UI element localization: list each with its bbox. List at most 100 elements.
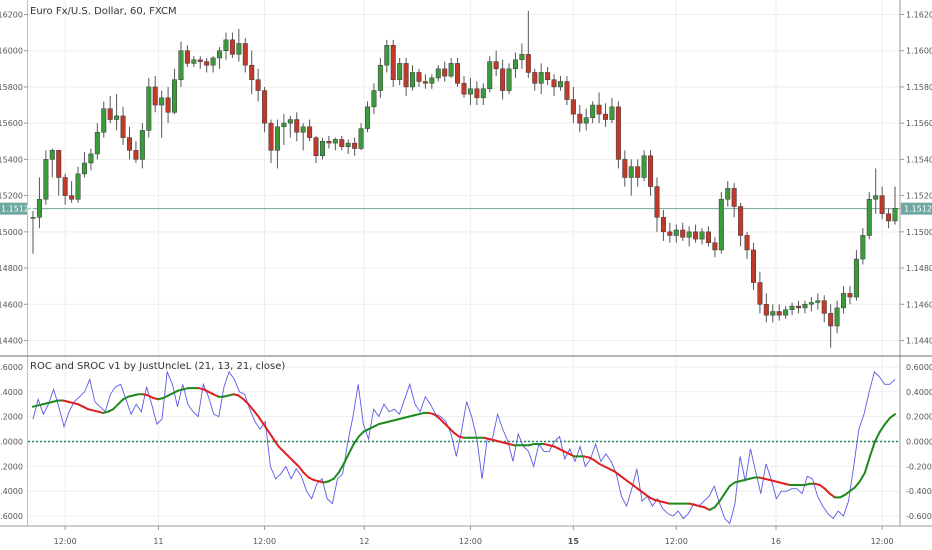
candle-body — [718, 198, 724, 251]
x-tick-label: 12:00 — [665, 537, 688, 546]
sroc-segment — [618, 474, 626, 480]
candle-body — [101, 108, 107, 133]
candle-body — [172, 79, 178, 113]
sroc-segment — [242, 398, 250, 406]
candle-body — [88, 153, 94, 164]
x-tick-label: 12 — [359, 537, 369, 546]
sroc-segment — [848, 486, 856, 493]
candle-body — [319, 141, 325, 157]
sroc-segment — [878, 423, 886, 433]
candle-body — [660, 217, 666, 233]
sroc-segment — [332, 471, 340, 480]
sroc-segment — [447, 426, 455, 434]
candle-body — [410, 72, 416, 88]
candle-body — [94, 131, 100, 155]
candle-body — [879, 195, 885, 214]
sroc-segment — [823, 487, 831, 495]
candle-body — [332, 139, 338, 144]
price-tick-label-left: 1.16000 — [0, 47, 23, 56]
candle-body — [197, 59, 203, 62]
candle-body — [461, 83, 467, 95]
candle-body — [821, 300, 827, 314]
sroc-segment — [282, 450, 290, 458]
candle-body — [480, 88, 486, 99]
price-tick-label-right: 1.15600 — [906, 119, 932, 128]
candle-body — [300, 126, 306, 133]
sroc-segment — [728, 481, 736, 488]
candle-body — [442, 68, 448, 77]
candle-body — [287, 119, 293, 124]
sroc-segment — [292, 460, 300, 468]
candle-body — [609, 106, 615, 120]
candle-body — [30, 217, 36, 219]
sroc-segment — [628, 481, 636, 488]
candle-body — [223, 39, 229, 51]
candle-body — [500, 68, 506, 91]
indicator-tick-label-left: -0.4000 — [0, 487, 23, 496]
candle-body — [680, 229, 686, 238]
candle-body — [866, 198, 872, 236]
candle-body — [43, 159, 49, 200]
candle-body — [834, 307, 840, 327]
indicator-tick-label-left: 0.0000 — [0, 438, 23, 447]
indicator-tick-label-left: -0.2000 — [0, 462, 23, 471]
candle-body — [886, 213, 892, 222]
candle-body — [648, 155, 654, 187]
candle-body — [815, 300, 821, 303]
price-tick-label-left: 1.14800 — [0, 264, 23, 273]
price-tick-label-right: 1.15800 — [906, 83, 932, 92]
candle-body — [377, 64, 383, 91]
candles-layer — [30, 10, 898, 348]
candle-body — [403, 63, 409, 88]
candle-body — [847, 293, 853, 298]
price-tick-label-right: 1.16000 — [906, 47, 932, 56]
candle-body — [345, 142, 351, 147]
price-tick-label-right: 1.14600 — [906, 300, 932, 309]
sroc-segment — [337, 462, 345, 474]
last-price-label-left: 1.15128 — [1, 205, 34, 214]
candle-body — [307, 126, 313, 138]
indicator-tick-label-right: -0.2000 — [906, 462, 932, 471]
candle-body — [281, 122, 287, 128]
candle-body — [525, 54, 531, 73]
candle-body — [384, 45, 390, 66]
last-price-label-right: 1.15128 — [904, 205, 932, 214]
candle-body — [892, 208, 898, 222]
candle-body — [590, 104, 596, 118]
candle-body — [776, 311, 782, 316]
candle-body — [712, 242, 718, 251]
sroc-segment — [262, 423, 270, 433]
candle-body — [81, 162, 87, 175]
sroc-segment — [432, 413, 440, 419]
candle-body — [255, 79, 261, 91]
sroc-segment — [613, 470, 621, 477]
sroc-segment — [623, 477, 631, 484]
candle-body — [204, 61, 210, 66]
candle-body — [770, 311, 776, 316]
candle-body — [326, 141, 332, 144]
sroc-segment — [633, 485, 641, 491]
candle-body — [429, 77, 435, 84]
indicator-lines-layer — [28, 370, 900, 525]
sroc-segment — [257, 415, 265, 426]
candle-body — [184, 50, 190, 64]
sroc-segment — [858, 471, 866, 483]
price-chart-title: Euro Fx/U.S. Dollar, 60, FXCM — [30, 6, 177, 17]
indicator-title: ROC and SROC v1 by JustUncleL (21, 13, 2… — [30, 361, 285, 372]
sroc-segment — [442, 421, 450, 429]
candle-body — [210, 57, 216, 66]
candle-body — [69, 195, 75, 200]
candle-body — [622, 159, 628, 178]
sroc-segment — [277, 445, 285, 453]
candle-body — [603, 113, 609, 120]
candle-body — [557, 81, 563, 88]
candle-body — [583, 117, 589, 124]
candle-body — [705, 231, 711, 243]
sroc-segment — [357, 430, 365, 438]
sroc-segment — [713, 500, 721, 509]
candle-body — [75, 173, 81, 200]
candle-body — [448, 63, 454, 77]
candle-body — [313, 137, 319, 157]
indicator-tick-label-left: -0.6000 — [0, 512, 23, 521]
